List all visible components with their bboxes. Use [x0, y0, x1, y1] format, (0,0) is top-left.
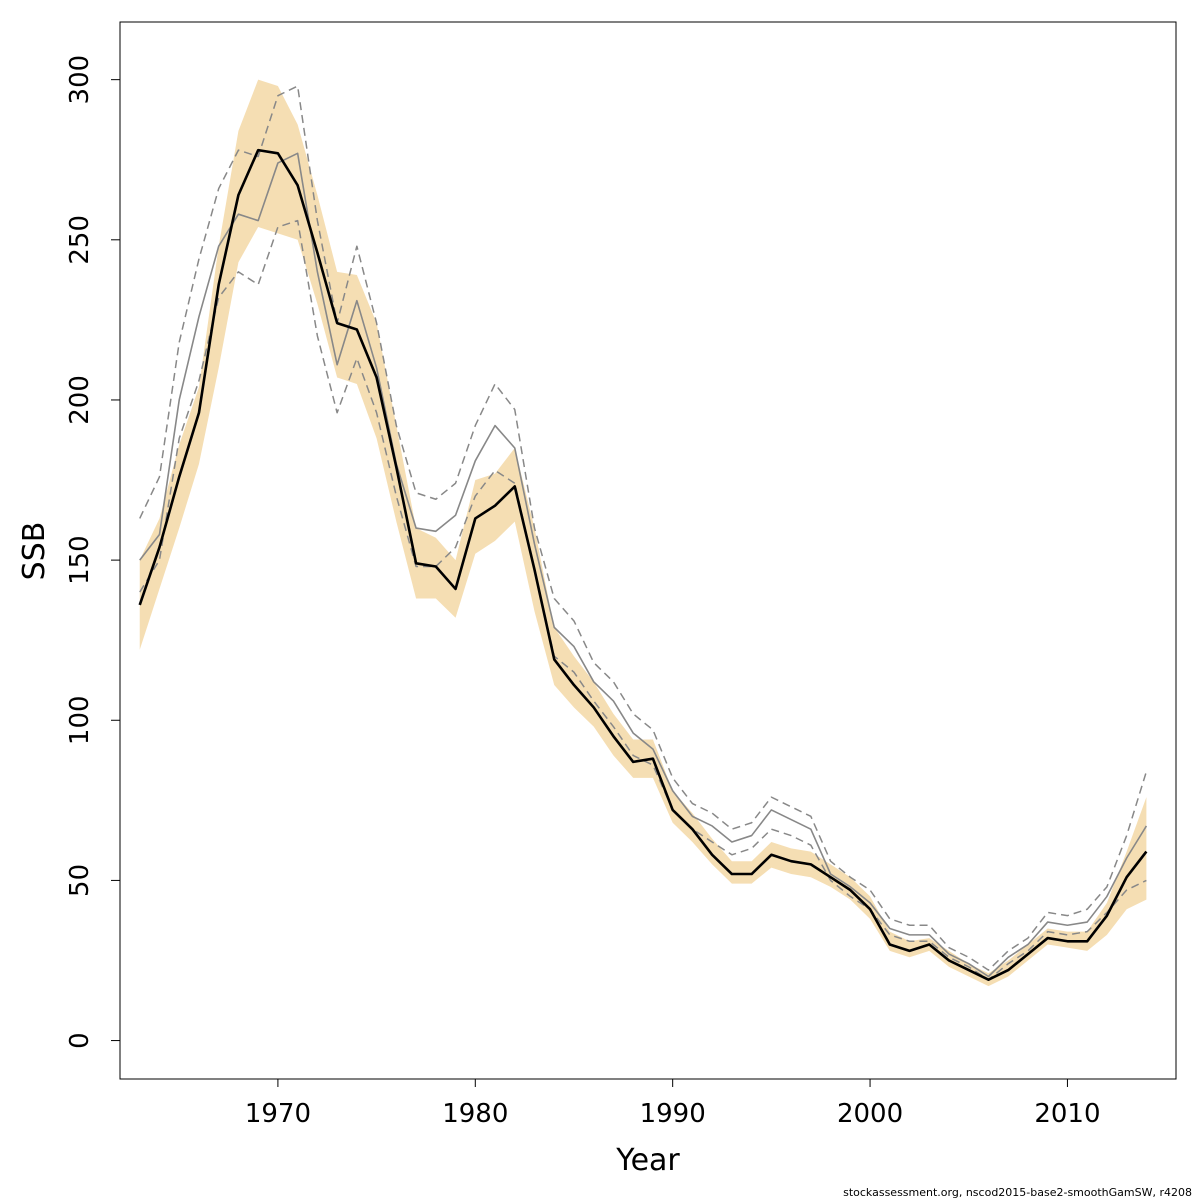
series-alternative	[139, 152, 1148, 978]
x-axis-label: Year	[615, 1143, 680, 1178]
x-tick-label: 2000	[837, 1099, 903, 1129]
confidence-band	[139, 79, 1147, 987]
y-tick-label: 300	[65, 55, 95, 105]
x-tick-label: 2010	[1034, 1099, 1100, 1129]
series-alternative-lower	[139, 219, 1147, 981]
y-axis-label: SSB	[17, 522, 52, 581]
x-tick-label: 1970	[245, 1099, 311, 1129]
y-tick-label: 50	[65, 864, 95, 897]
y-tick-label: 150	[65, 535, 95, 585]
axes: 1970 1980 1990 2000 2010 0 50 100 150 200 250 300	[65, 55, 1101, 1129]
footer-note: stockassessment.org, nscod2015-base2-smo…	[843, 1186, 1192, 1199]
plot-area	[138, 79, 1148, 987]
y-tick-label: 250	[65, 215, 95, 265]
series-estimate	[138, 148, 1148, 982]
y-tick-label: 200	[65, 375, 95, 425]
y-tick-label: 100	[65, 695, 95, 745]
x-tick-label: 1990	[640, 1099, 706, 1129]
x-tick-label: 1980	[442, 1099, 508, 1129]
y-tick-label: 0	[65, 1032, 95, 1049]
